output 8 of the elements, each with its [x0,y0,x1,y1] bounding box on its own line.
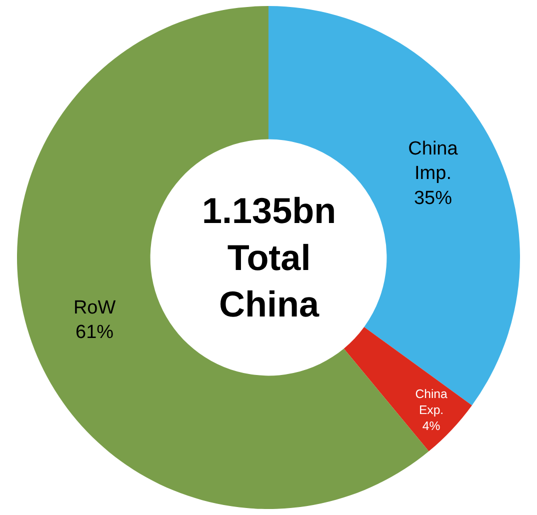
slice-label: RoW [73,297,116,318]
data-label: 61% [76,322,114,343]
data-label: 35% [414,188,452,209]
donut-slice [344,326,472,452]
slice-label: China Exp. [415,387,448,418]
data-label: 4% [422,419,440,434]
slice-label: China Imp. [408,138,458,184]
text: 1.135bn Total China [202,190,336,325]
